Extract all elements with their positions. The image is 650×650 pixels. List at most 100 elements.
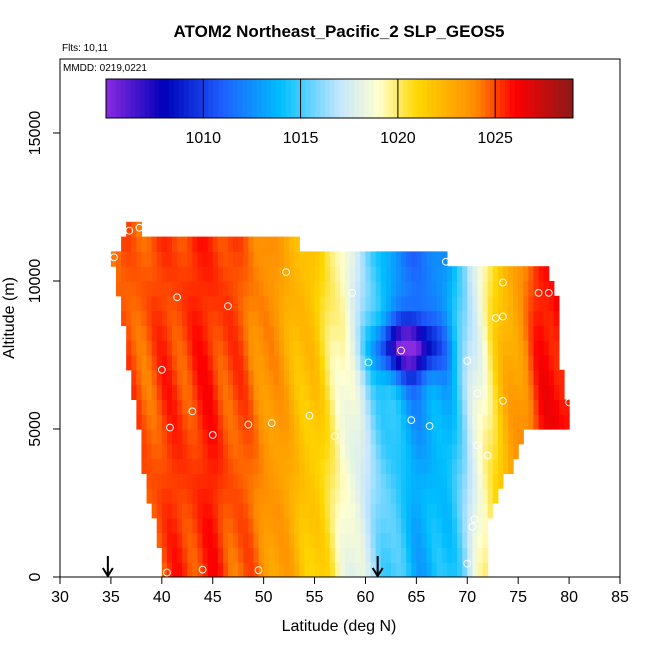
heatmap-cell [166, 532, 173, 548]
heatmap-cell [248, 503, 255, 519]
heatmap-cell [289, 429, 295, 445]
heatmap-cell [136, 266, 143, 282]
flight-point [463, 357, 472, 365]
heatmap-cell [228, 281, 234, 297]
heatmap-cell [197, 266, 204, 282]
heatmap-cell [192, 399, 199, 415]
heatmap-cell [380, 266, 387, 282]
heatmap-cell [177, 295, 183, 312]
heatmap-cell [217, 281, 224, 297]
heatmap-cell [284, 384, 290, 400]
heatmap-cell [543, 281, 550, 297]
heatmap-cell [217, 488, 224, 504]
heatmap-cell [406, 355, 412, 371]
heatmap-cell [294, 384, 300, 400]
heatmap-cell [304, 251, 311, 267]
heatmap-cell [273, 488, 280, 504]
heatmap-cell [472, 399, 479, 415]
heatmap-cell [431, 532, 438, 548]
heatmap-cell [411, 369, 417, 386]
heatmap-cell [161, 429, 168, 445]
heatmap-cell [192, 443, 199, 460]
heatmap-cell [278, 562, 285, 577]
heatmap-cell [172, 399, 178, 415]
heatmap-cell [319, 473, 326, 489]
heatmap-cell [457, 562, 463, 577]
heatmap-cell [329, 443, 336, 460]
heatmap-cell [457, 281, 463, 297]
heatmap-cell [497, 310, 504, 326]
heatmap-cell [197, 503, 204, 519]
heatmap-cell [426, 488, 433, 504]
heatmap-cell [406, 295, 412, 312]
heatmap-cell [390, 532, 397, 548]
heatmap-cell [156, 266, 163, 282]
heatmap-cell [482, 488, 489, 504]
heatmap-cell [263, 266, 270, 282]
colorbar-segment [538, 79, 545, 118]
heatmap-cell [365, 488, 372, 504]
heatmap-cell [263, 473, 270, 489]
heatmap-cell [289, 562, 295, 577]
heatmap-cell [228, 369, 234, 386]
heatmap-cell [187, 488, 193, 504]
heatmap-cell [452, 503, 458, 519]
heatmap-cell [518, 369, 524, 386]
heatmap-cell [207, 414, 214, 430]
heatmap-cell [156, 251, 163, 267]
heatmap-cell [202, 251, 209, 267]
heatmap-cell [166, 369, 173, 386]
heatmap-cell [345, 281, 351, 297]
heatmap-cell [324, 399, 331, 415]
heatmap-cell [319, 517, 326, 534]
heatmap-cell [446, 532, 453, 548]
heatmap-cell [375, 251, 382, 267]
heatmap-cell [258, 384, 265, 400]
heatmap-cell [334, 340, 341, 356]
heatmap-cell [309, 369, 316, 386]
heatmap-cell [258, 310, 265, 326]
heatmap-cell [253, 517, 260, 534]
heatmap-cell [548, 281, 555, 297]
heatmap-cell [258, 562, 265, 577]
heatmap-cell [166, 236, 173, 252]
heatmap-cell [492, 399, 499, 415]
heatmap-cell [385, 295, 392, 312]
heatmap-cell [518, 384, 524, 400]
heatmap-cell [502, 340, 509, 356]
heatmap-cell [360, 251, 367, 267]
heatmap-cell [126, 355, 132, 371]
heatmap-cell [166, 281, 173, 297]
heatmap-cell [416, 443, 423, 460]
heatmap-cell [284, 532, 290, 548]
heatmap-cell [294, 443, 300, 460]
heatmap-cell [467, 266, 473, 282]
heatmap-cell [375, 295, 382, 312]
heatmap-cell [314, 295, 321, 312]
heatmap-cell [467, 429, 473, 445]
heatmap-cell [187, 251, 193, 267]
heatmap-cell [248, 340, 255, 356]
heatmap-cell [253, 503, 260, 519]
heatmap-cell [172, 369, 178, 386]
colorbar-segment [315, 79, 321, 118]
flight-point [305, 411, 314, 420]
heatmap-cell [446, 547, 453, 563]
heatmap-cell [513, 325, 519, 341]
heatmap-cell [324, 503, 331, 519]
heatmap-cell [161, 458, 168, 474]
heatmap-cell [248, 384, 255, 400]
heatmap-cell [462, 369, 468, 386]
heatmap-cell [187, 443, 193, 460]
heatmap-cell [278, 399, 285, 415]
heatmap-cell [172, 458, 178, 474]
heatmap-cell [172, 562, 178, 577]
heatmap-cell [553, 369, 560, 386]
heatmap-cell [161, 325, 168, 341]
heatmap-cell [411, 429, 417, 445]
heatmap-cell [253, 340, 260, 356]
heatmap-cell [380, 310, 387, 326]
heatmap-cell [324, 369, 331, 386]
heatmap-cell [263, 355, 270, 371]
heatmap-cell [161, 281, 168, 297]
